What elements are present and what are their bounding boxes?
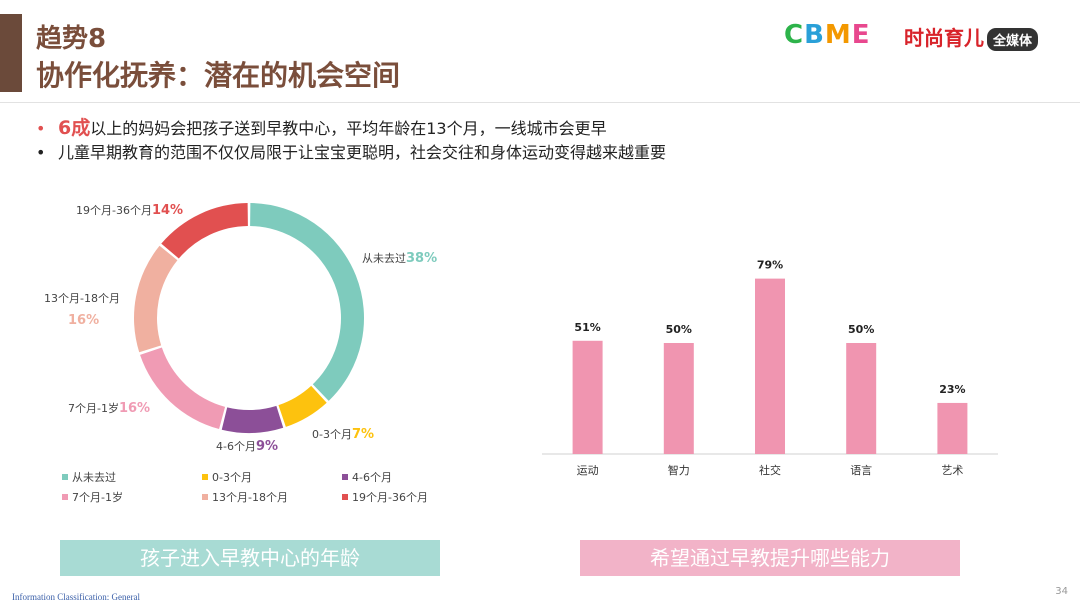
donut-slice-value-part: 16% [68,313,99,328]
cbme-logo-letter: B [804,20,825,50]
sscx-logo-text: 时尚育儿 [904,26,984,50]
legend-label: 7个月-1岁 [72,490,123,504]
donut-slice-label-part: 16% [119,401,150,416]
cbme-logo-text: CBME [784,20,871,50]
bullet-item: • 儿童早期教育的范围不仅仅局限于让宝宝更聪明，社会交往和身体运动变得越来越重要 [36,141,666,165]
cbme-logo: CBME [784,20,871,50]
bar-value-label: 50% [666,323,692,336]
bullet-text: 以上的妈妈会把孩子送到早教中心，平均年龄在13个月，一线城市会更早 [90,119,607,138]
legend-swatch [62,474,68,480]
donut-slice-label-part: 0-3个月 [312,428,352,441]
bar-value-label: 23% [939,383,965,396]
page-number: 34 [1055,586,1068,597]
donut-slice [161,203,248,259]
sscx-logo: 时尚育儿 全媒体 [904,22,1039,51]
legend-swatch [342,494,348,500]
bullet-item: • 6成以上的妈妈会把孩子送到早教中心，平均年龄在13个月，一线城市会更早 [36,116,666,141]
cbme-logo-letter: C [784,20,805,50]
donut-slice-label-part: 7% [352,427,374,442]
legend-label: 4-6个月 [352,471,392,484]
legend-swatch [342,474,348,480]
donut-slice-label-part: 从未去过 [362,252,406,265]
classification-footer: Information Classification: General [12,592,140,602]
bar-category-label: 社交 [759,463,781,477]
bar-value-label: 79% [757,259,783,272]
cbme-logo-letter: E [851,20,871,50]
legend-label: 19个月-36个月 [352,491,428,504]
header-divider [0,102,1080,103]
page-title-line1: 趋势8 [36,24,107,54]
bar [846,343,877,454]
donut-slice-label-part: 7个月-1岁 [68,401,119,415]
bar [572,340,603,454]
donut-slice [221,405,284,433]
donut-slice [250,203,364,401]
legend-label-part: 4-6个月 [352,471,392,484]
bar [755,278,785,454]
donut-slice-label: 0-3个月7% [312,427,374,442]
page-title-line2: 协作化抚养：潜在的机会空间 [36,59,401,92]
legend-label: 13个月-18个月 [212,491,288,504]
legend-label: 从未去过 [72,471,116,484]
legend-label-part: 19个月-36个月 [352,491,428,504]
title-accent-bar [0,14,22,92]
bullet-list: • 6成以上的妈妈会把孩子送到早教中心，平均年龄在13个月，一线城市会更早 • 儿童… [36,116,666,165]
legend-label: 0-3个月 [212,471,252,484]
donut-slice-label-part: 13个月-18个月 [44,292,120,305]
donut-slice-label-part: 19个月-36个月 [76,204,152,217]
cbme-logo-letter: M [824,20,852,50]
bar [663,343,694,454]
bar-value-label: 51% [574,321,600,334]
bullet-highlight: 6成 [58,117,91,139]
bar-chart-caption: 希望通过早教提升哪些能力 [580,540,960,576]
donut-slice-label: 4-6个月9% [216,439,278,454]
donut-slice-label: 13个月-18个月 [44,292,120,305]
legend-label-part: 7个月-1岁 [72,490,123,504]
charts-canvas: 从未去过38%0-3个月7%4-6个月9%7个月-1岁16%13个月-18个月1… [44,203,998,504]
donut-slice [278,385,327,427]
bullet-dot: • [36,119,46,138]
bullet-dot: • [36,143,46,162]
donut-slice [134,245,178,353]
legend-swatch [62,494,68,500]
donut-slice-label: 从未去过38% [362,251,437,266]
bar [937,402,968,454]
legend-swatch [202,474,208,480]
bar-category-label: 艺术 [941,464,963,477]
donut-slice-label: 19个月-36个月14% [76,203,183,218]
legend-label-part: 13个月-18个月 [212,491,288,504]
donut-slice-label-part: 38% [406,251,437,266]
donut-slice-label: 7个月-1岁16% [68,401,150,416]
donut-slice-label-part: 4-6个月 [216,440,256,453]
bar-category-label: 语言 [850,464,872,477]
bar-category-label: 智力 [668,463,690,477]
donut-chart-caption: 孩子进入早教中心的年龄 [60,540,440,576]
donut-slice [140,347,226,430]
bar-category-label: 运动 [577,464,599,477]
donut-slice-label-part: 14% [152,203,183,218]
legend-label-part: 0-3个月 [212,471,252,484]
bar-value-label: 50% [848,323,874,336]
bullet-text: 儿童早期教育的范围不仅仅局限于让宝宝更聪明，社会交往和身体运动变得越来越重要 [58,143,667,162]
donut-slice-value: 16% [68,313,99,328]
sscx-logo-tag: 全媒体 [987,28,1039,51]
donut-slice-label-part: 9% [256,439,278,454]
legend-label-part: 从未去过 [72,471,116,484]
legend-swatch [202,494,208,500]
